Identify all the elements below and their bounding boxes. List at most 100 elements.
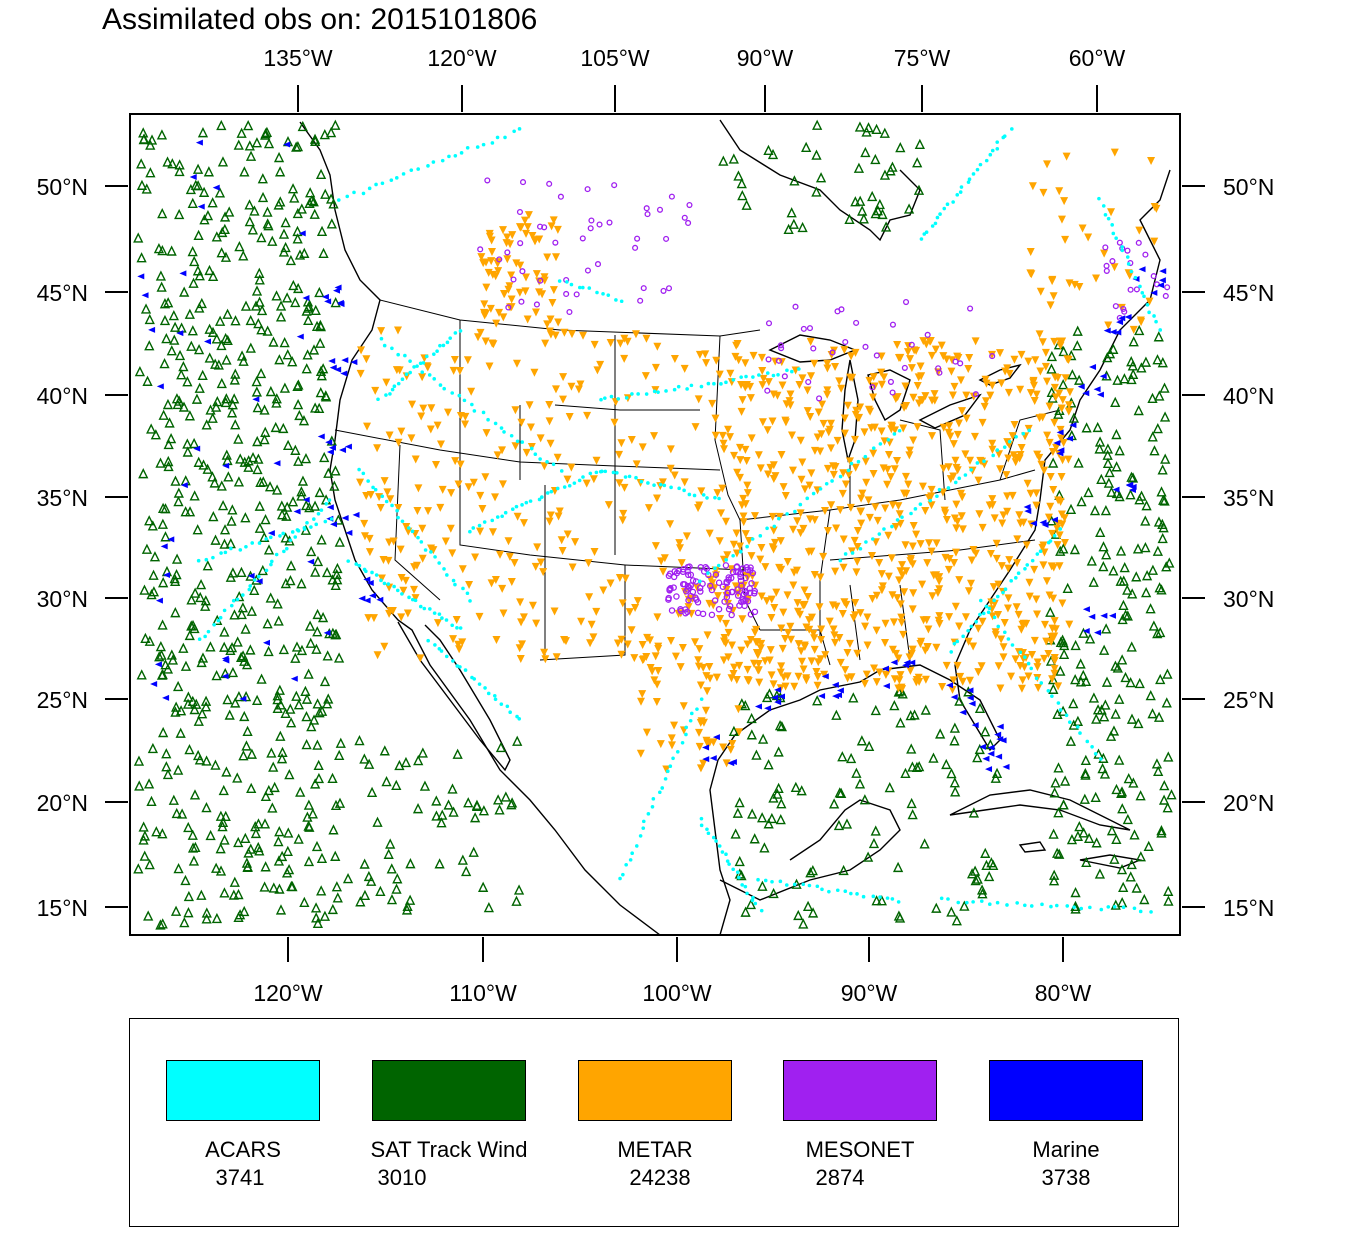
metar-marker <box>554 512 563 521</box>
sat-track-wind-marker <box>301 499 312 511</box>
acars-marker <box>302 526 307 530</box>
acars-marker <box>429 550 433 554</box>
metar-marker <box>412 561 421 570</box>
metar-marker <box>942 661 951 670</box>
sat-track-wind-marker <box>1105 730 1117 741</box>
mesonet-marker <box>736 570 744 577</box>
sat-track-wind-marker <box>1110 899 1121 910</box>
sat-track-wind-marker <box>310 135 321 146</box>
metar-marker <box>927 547 936 556</box>
sat-track-wind-marker <box>245 150 257 161</box>
acars-marker <box>305 520 309 525</box>
metar-marker <box>735 661 744 670</box>
legend: ACARS SAT Track Wind METAR MESONET Marin… <box>129 1018 1179 1227</box>
sat-track-wind-marker <box>1126 373 1137 385</box>
acars-marker <box>896 900 901 904</box>
sat-track-wind-marker <box>233 836 244 848</box>
sat-track-wind-marker <box>154 651 165 662</box>
metar-marker <box>653 342 662 351</box>
sat-track-wind-marker <box>274 883 285 894</box>
metar-marker <box>546 315 555 324</box>
acars-marker <box>595 290 599 295</box>
sat-track-wind-marker <box>391 883 402 894</box>
metar-marker <box>969 642 978 651</box>
sat-track-wind-marker <box>183 907 194 918</box>
acars-marker <box>996 624 1001 629</box>
metar-marker <box>991 631 1000 640</box>
metar-marker <box>888 501 897 510</box>
metar-marker <box>487 248 496 257</box>
sat-track-wind-marker <box>1099 711 1110 722</box>
sat-track-wind-marker <box>227 666 239 678</box>
marine-marker <box>971 722 979 729</box>
sat-track-wind-marker <box>1066 833 1078 845</box>
sat-track-wind-marker <box>860 146 871 158</box>
sat-track-wind-marker <box>222 308 233 319</box>
sat-track-wind-marker <box>173 863 184 874</box>
sat-track-wind-marker <box>188 437 200 449</box>
sat-track-wind-marker <box>1135 851 1146 862</box>
sat-track-wind-marker <box>179 917 190 928</box>
acars-marker <box>229 603 234 608</box>
sat-track-wind-marker <box>1080 754 1091 766</box>
sat-track-wind-marker <box>169 334 180 345</box>
acars-marker <box>971 172 976 176</box>
sat-track-wind-marker <box>972 873 983 884</box>
sat-track-wind-marker <box>736 869 747 881</box>
marine-marker <box>1116 319 1124 326</box>
metar-marker <box>803 407 812 416</box>
acars-marker <box>567 483 572 488</box>
sat-track-wind-marker <box>266 747 277 758</box>
metar-marker <box>552 653 561 662</box>
sat-track-wind-marker <box>892 861 904 873</box>
sat-track-wind-marker <box>162 398 174 410</box>
sat-track-wind-marker <box>1131 571 1142 582</box>
metar-marker <box>990 514 999 523</box>
sat-track-wind-marker <box>293 699 305 710</box>
sat-track-wind-marker <box>245 843 256 854</box>
acars-marker <box>444 654 449 659</box>
acars-marker <box>712 381 716 386</box>
sat-track-wind-marker <box>1058 379 1069 390</box>
metar-marker <box>897 613 906 622</box>
sat-track-wind-marker <box>232 636 243 647</box>
sat-track-wind-marker <box>186 340 197 351</box>
acars-marker <box>196 558 201 563</box>
acars-marker <box>426 164 430 168</box>
marine-marker <box>1050 516 1058 523</box>
acars-marker <box>846 468 851 473</box>
sat-track-wind-marker <box>386 863 397 874</box>
metar-marker <box>670 471 679 480</box>
sat-track-wind-marker <box>241 857 253 868</box>
metar-marker <box>823 386 832 395</box>
metar-marker <box>777 358 786 367</box>
metar-marker <box>773 391 782 400</box>
metar-marker <box>482 258 491 267</box>
metar-marker <box>543 320 552 329</box>
metar-marker <box>779 483 788 492</box>
acars-marker <box>327 498 332 502</box>
metar-marker <box>1036 367 1045 376</box>
metar-marker <box>703 687 712 696</box>
sat-track-wind-marker <box>221 354 232 365</box>
metar-marker <box>1137 318 1146 327</box>
sat-track-wind-marker <box>1070 886 1081 898</box>
metar-marker <box>480 300 489 309</box>
acars-marker <box>270 559 274 564</box>
acars-marker <box>1079 906 1084 911</box>
metar-marker <box>1013 559 1022 568</box>
sat-track-wind-marker <box>171 553 183 564</box>
right-lat-label: 35°N <box>1223 485 1274 511</box>
acars-marker <box>1112 904 1117 909</box>
sat-track-wind-marker <box>136 252 147 263</box>
metar-marker <box>1056 497 1065 506</box>
metar-marker <box>838 610 847 619</box>
metar-marker <box>670 721 679 730</box>
metar-marker <box>1012 453 1021 462</box>
acars-marker <box>1121 905 1126 910</box>
acars-marker <box>838 474 843 479</box>
mesonet-marker <box>967 305 974 312</box>
sat-track-wind-marker <box>746 712 757 724</box>
sat-track-wind-marker <box>1098 541 1109 552</box>
marine-marker <box>836 687 844 694</box>
